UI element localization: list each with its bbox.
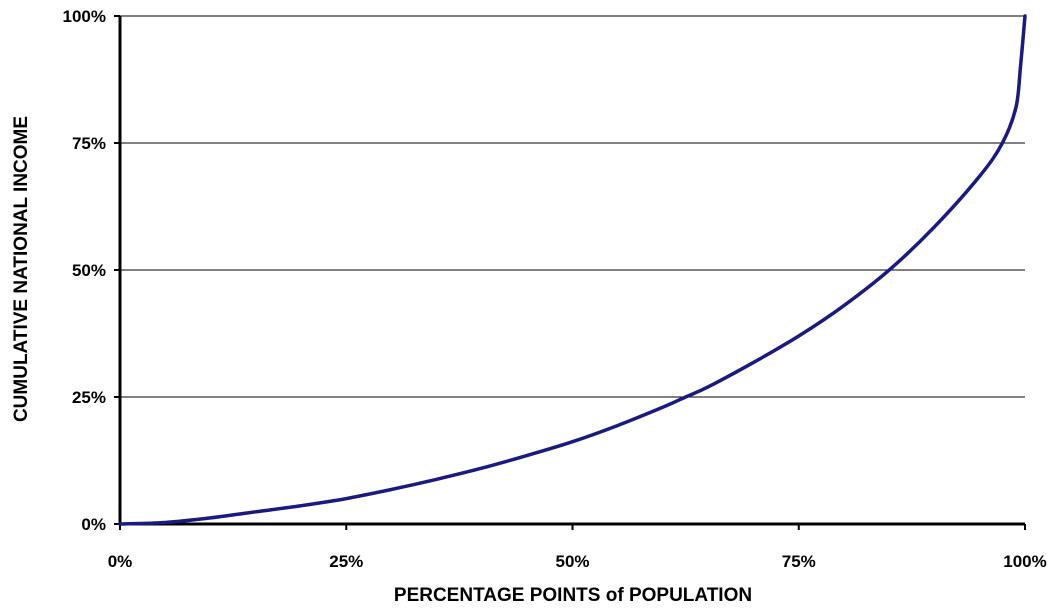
y-tick-labels: 0% 25% 50% 75% 100% (63, 7, 106, 534)
x-axis-title: PERCENTAGE POINTS of POPULATION (394, 585, 752, 606)
series-line-0 (118, 14, 1027, 526)
y-tick-label-0: 0% (81, 515, 106, 534)
series-layer (118, 14, 1027, 526)
y-tick-label-1: 25% (72, 388, 106, 407)
axes (114, 15, 1026, 530)
x-tick-label-3: 75% (782, 552, 816, 571)
y-tick-label-4: 100% (63, 7, 106, 26)
x-tick-label-2: 50% (555, 552, 589, 571)
y-tick-label-2: 50% (72, 261, 106, 280)
y-axis-title: CUMULATIVE NATIONAL INCOME (11, 116, 32, 422)
x-tick-labels: 0% 25% 50% 75% 100% (108, 552, 1047, 571)
x-tick-label-4: 100% (1003, 552, 1046, 571)
x-tick-label-1: 25% (329, 552, 363, 571)
gridlines (120, 15, 1025, 398)
y-tick-label-3: 75% (72, 134, 106, 153)
x-tick-label-0: 0% (108, 552, 133, 571)
